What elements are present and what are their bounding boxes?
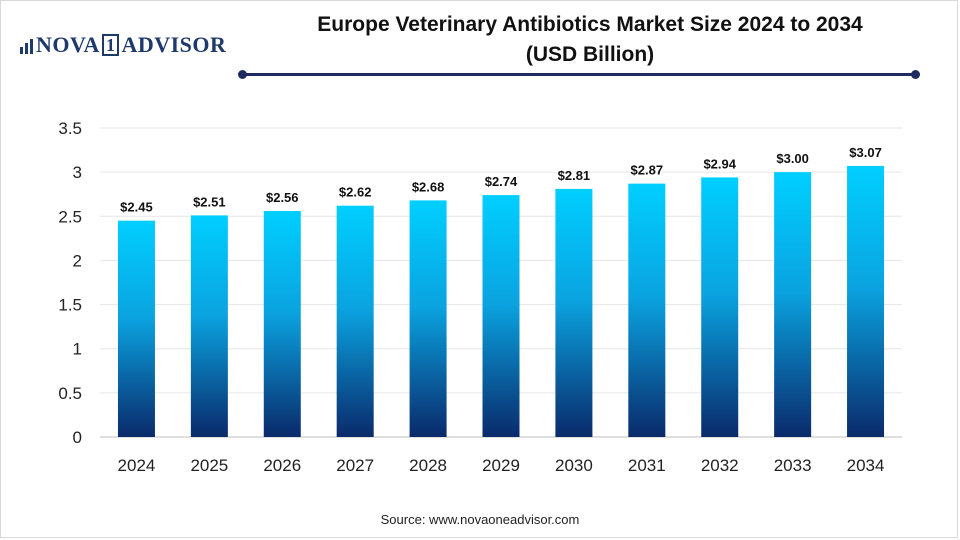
bar bbox=[117, 220, 155, 437]
bar-value-label: $2.45 bbox=[120, 200, 153, 215]
y-tick-label: 3 bbox=[73, 163, 82, 182]
x-tick-label: 2026 bbox=[263, 456, 301, 475]
x-tick-label: 2032 bbox=[701, 456, 739, 475]
bar bbox=[409, 200, 447, 437]
bar bbox=[701, 177, 739, 437]
chart-title-line2: (USD Billion) bbox=[525, 43, 655, 66]
bar bbox=[263, 210, 301, 437]
bar-value-label: $3.07 bbox=[849, 145, 882, 160]
bar-chart-icon bbox=[20, 36, 33, 54]
x-tick-label: 2033 bbox=[774, 456, 812, 475]
x-tick-label: 2027 bbox=[336, 456, 374, 475]
x-tick-label: 2028 bbox=[409, 456, 447, 475]
brand-logo: NOVA 1 ADVISOR bbox=[20, 32, 226, 58]
y-tick-label: 0.5 bbox=[58, 384, 82, 403]
x-tick-label: 2024 bbox=[118, 456, 156, 475]
brand-name-left: NOVA bbox=[36, 32, 100, 57]
y-tick-label: 1 bbox=[73, 340, 82, 359]
bar bbox=[190, 215, 228, 437]
bar-value-label: $2.51 bbox=[193, 194, 226, 209]
bar-value-label: $2.68 bbox=[412, 179, 445, 194]
y-tick-label: 2.5 bbox=[58, 207, 82, 226]
bar-value-label: $3.00 bbox=[776, 151, 809, 166]
y-tick-label: 3.5 bbox=[58, 119, 82, 138]
brand-name-box: 1 bbox=[101, 34, 120, 56]
x-tick-label: 2030 bbox=[555, 456, 593, 475]
bar bbox=[628, 183, 666, 437]
bar bbox=[774, 172, 812, 437]
bar-value-label: $2.56 bbox=[266, 190, 299, 205]
bar-value-label: $2.87 bbox=[631, 163, 664, 178]
y-tick-label: 2 bbox=[73, 251, 82, 270]
bar bbox=[336, 205, 374, 437]
y-tick-label: 0 bbox=[73, 428, 82, 447]
bars bbox=[117, 165, 885, 437]
bar-value-label: $2.62 bbox=[339, 185, 372, 200]
bar-value-label: $2.94 bbox=[703, 156, 736, 171]
chart-title-line1: Europe Veterinary Antibiotics Market Siz… bbox=[317, 13, 863, 36]
y-tick-label: 1.5 bbox=[58, 296, 82, 315]
bar bbox=[482, 195, 520, 437]
data-labels: $2.45 $2.51 $2.56 $2.62 $2.68 $2.74 $2.81 $2.87… bbox=[120, 145, 882, 215]
axes: 0 0.5 1 1.5 2 2.5 3 3.5 2024 2025 2026 2027 2028 2029… bbox=[58, 119, 902, 475]
bar bbox=[555, 188, 593, 437]
brand-name-right: ADVISOR bbox=[121, 32, 227, 57]
x-tick-label: 2025 bbox=[190, 456, 228, 475]
x-tick-label: 2031 bbox=[628, 456, 666, 475]
bar-value-label: $2.81 bbox=[558, 168, 591, 183]
bar-value-label: $2.74 bbox=[485, 174, 518, 189]
x-tick-label: 2034 bbox=[847, 456, 885, 475]
title-underline bbox=[238, 70, 920, 79]
source-note: Source: www.novaoneadvisor.com bbox=[380, 512, 580, 527]
x-tick-label: 2029 bbox=[482, 456, 520, 475]
bar bbox=[847, 165, 885, 437]
chart-title: Europe Veterinary Antibiotics Market Siz… bbox=[250, 10, 930, 70]
